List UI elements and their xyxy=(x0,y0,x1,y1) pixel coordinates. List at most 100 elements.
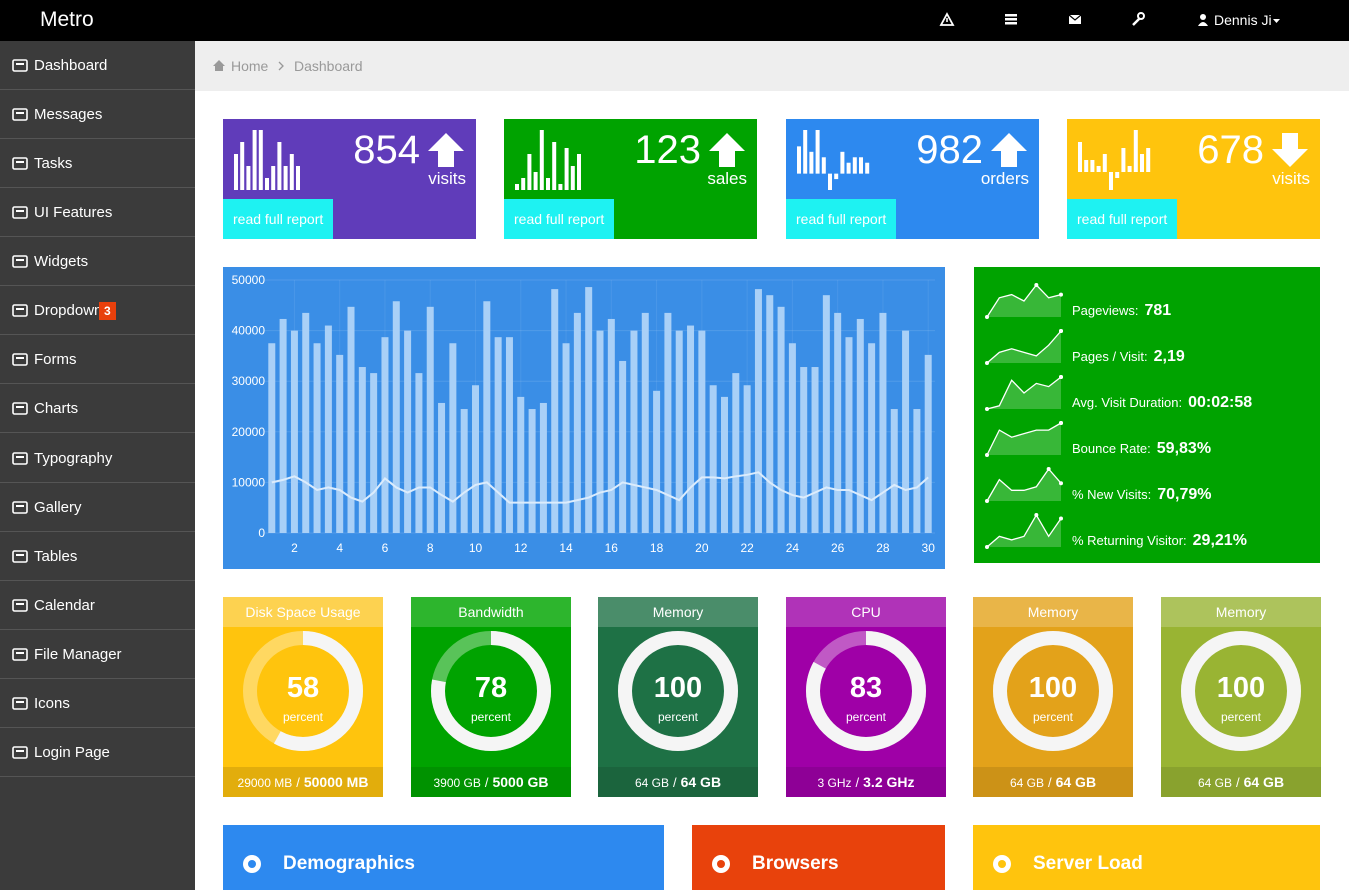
gauge-ring xyxy=(993,631,1113,751)
x-tick-label: 6 xyxy=(382,541,389,555)
sidebar-item[interactable]: UI Features xyxy=(0,188,195,237)
spark-bar xyxy=(1102,154,1107,172)
spark-bar xyxy=(803,130,808,174)
mini-line xyxy=(986,330,1062,364)
sidebar-item[interactable]: Charts xyxy=(0,384,195,433)
bar xyxy=(687,325,695,533)
report-link[interactable]: read full report xyxy=(223,199,333,239)
sidebar-item[interactable]: Tables xyxy=(0,532,195,581)
gauge-unit: percent xyxy=(1032,710,1074,724)
stat-row-value: 59,83% xyxy=(1156,440,1212,457)
report-link[interactable]: read full report xyxy=(504,199,614,239)
sidebar-label: Tables xyxy=(34,548,78,565)
stat-row: Avg. Visit Duration: 00:02:58 xyxy=(1072,394,1252,412)
gauge-header: CPU xyxy=(786,597,946,627)
gauge-used: 64 GB xyxy=(1009,776,1044,790)
icon-shape xyxy=(12,746,28,759)
gauge-title: Disk Space Usage xyxy=(245,604,361,620)
x-tick-label: 2 xyxy=(291,541,298,555)
icon-shape xyxy=(16,554,24,556)
alert-icon[interactable] xyxy=(939,12,955,26)
sidebar-item[interactable]: Icons xyxy=(0,679,195,728)
stat-row-value: 29,21% xyxy=(1192,532,1247,549)
y-tick-label: 10000 xyxy=(232,475,266,489)
icon-shape xyxy=(16,701,24,703)
mini-dot xyxy=(1046,467,1051,471)
stat-row-label: % New Visits: xyxy=(1072,487,1152,502)
spark-bar xyxy=(252,130,257,190)
mini-dot xyxy=(985,407,989,411)
icon-shape xyxy=(12,353,28,366)
sidebar-item[interactable]: Gallery xyxy=(0,483,195,532)
spark-bar xyxy=(821,157,826,174)
mini-dot xyxy=(1059,375,1063,379)
panel: Browsers xyxy=(692,825,945,890)
stats-panel: Pageviews: 781 Pages / Visit: 2,19 Avg. Visi… xyxy=(974,267,1320,563)
mail-icon[interactable] xyxy=(1068,14,1082,24)
bar xyxy=(788,343,796,533)
gauge-used: 64 GB xyxy=(1197,776,1232,790)
gauge-unit: percent xyxy=(470,710,512,724)
gauge-title: CPU xyxy=(851,604,881,620)
sidebar-item[interactable]: Widgets xyxy=(0,237,195,286)
gauge-title: Memory xyxy=(1027,604,1079,620)
panel-icon xyxy=(993,855,1011,873)
gauge-ring xyxy=(243,631,363,751)
report-link[interactable]: read full report xyxy=(1067,199,1177,239)
sidebar-item[interactable]: Dashboard xyxy=(0,41,195,90)
mini-area xyxy=(987,331,1061,363)
sidebar-item[interactable]: Forms xyxy=(0,335,195,384)
tasks-icon[interactable] xyxy=(1005,14,1017,25)
mini-line xyxy=(986,422,1062,456)
user-name: Dennis Ji xyxy=(1214,12,1272,28)
bar xyxy=(460,409,468,533)
icon-shape xyxy=(16,505,24,507)
spark-bar xyxy=(1090,160,1095,172)
spark-bar xyxy=(815,130,820,174)
stat-row-label: Bounce Rate: xyxy=(1072,441,1151,456)
bar xyxy=(822,295,830,533)
gauge-card: Disk Space Usage 58 percent 29000 MB/50000 … xyxy=(223,597,383,797)
x-tick-label: 26 xyxy=(831,541,845,555)
sidebar-label: Forms xyxy=(34,351,77,368)
stat-row-value: 2,19 xyxy=(1153,348,1185,365)
bar xyxy=(573,312,581,533)
gauge-used: 29000 MB xyxy=(237,776,293,790)
bar xyxy=(415,373,423,533)
y-tick-label: 0 xyxy=(258,526,265,540)
crumb-current: Dashboard xyxy=(294,58,363,74)
bar xyxy=(664,312,672,533)
gauge-unit: percent xyxy=(657,710,699,724)
stat-row-label: Avg. Visit Duration: xyxy=(1072,395,1183,410)
gauge-arc xyxy=(993,631,1113,751)
sparkline xyxy=(1078,130,1151,190)
sidebar-item[interactable]: Calendar xyxy=(0,581,195,630)
sidebar-item[interactable]: Tasks xyxy=(0,139,195,188)
settings-icon[interactable] xyxy=(1132,12,1145,26)
sidebar-item[interactable]: Messages xyxy=(0,90,195,139)
brand[interactable]: Metro xyxy=(40,8,94,31)
gauge-separator: / xyxy=(1047,775,1052,790)
breadcrumb: Home Dashboard xyxy=(195,41,1349,91)
icon-shape xyxy=(16,161,24,163)
icon-shape xyxy=(998,860,1006,868)
sidebar-item[interactable]: Typography xyxy=(0,434,195,483)
stat-value: 123 xyxy=(634,128,701,172)
nav-icons xyxy=(939,12,1145,26)
sidebar-item[interactable]: Login Page xyxy=(0,728,195,777)
report-link[interactable]: read full report xyxy=(786,199,896,239)
stat-card: 982 orders read full report xyxy=(786,119,1039,239)
caret xyxy=(1272,19,1280,24)
sidebar-item[interactable]: File Manager xyxy=(0,630,195,679)
user-icon xyxy=(1198,14,1208,26)
bar xyxy=(562,343,570,533)
gauge-card: Memory 100 percent 64 GB/64 GB xyxy=(1161,597,1321,797)
sidebar-label: Tasks xyxy=(34,155,73,172)
user-menu[interactable]: Dennis Ji xyxy=(1214,12,1282,28)
spark-bar xyxy=(834,173,839,180)
top-bar: Metro Dennis Ji xyxy=(0,0,1349,41)
bar xyxy=(494,337,502,533)
crumb-home[interactable]: Home xyxy=(231,58,269,74)
sidebar-item[interactable]: Dropdown 3 xyxy=(0,286,195,335)
arrow-shape xyxy=(1272,133,1308,167)
